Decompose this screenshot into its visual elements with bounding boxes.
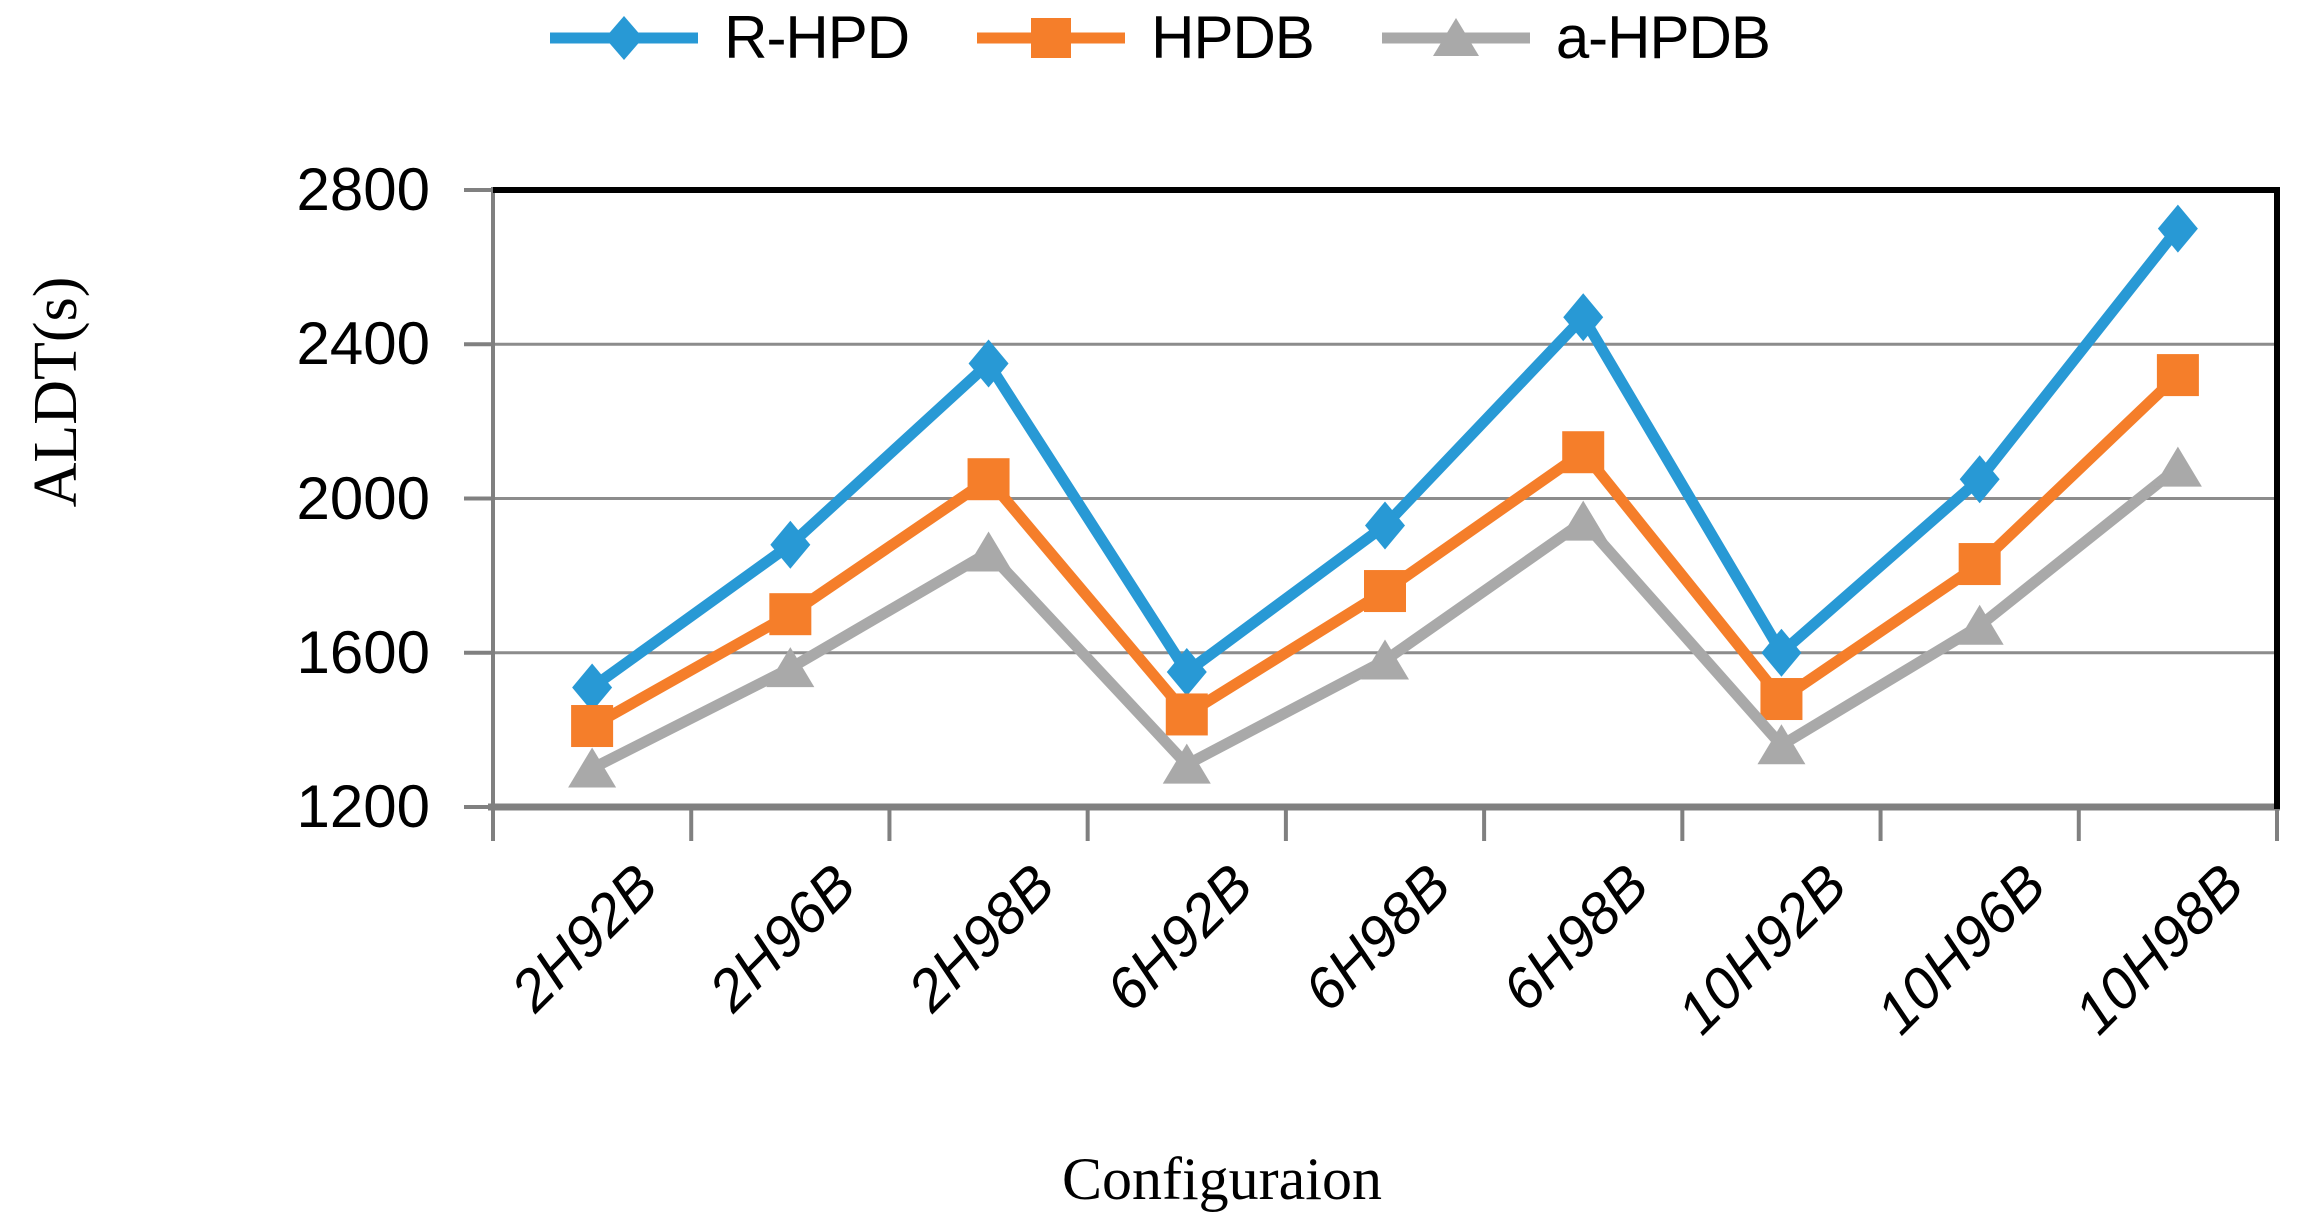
legend-item-R-HPD: R-HPD <box>548 4 910 71</box>
legend-marker <box>1432 18 1479 56</box>
legend-marker <box>605 16 644 60</box>
marker-R-HPD-10H96B <box>1959 455 2000 504</box>
marker-HPDB-10H98B <box>2156 354 2199 397</box>
marker-a-HPDB-6H92B <box>1162 743 1211 784</box>
marker-a-HPDB-10H92B <box>1757 724 1806 765</box>
square-legend-icon <box>977 18 1126 58</box>
triangle-legend-icon <box>1381 18 1530 56</box>
marker-a-HPDB-2H98B <box>964 531 1013 572</box>
series-line-R-HPD <box>588 225 2183 692</box>
diamond-legend-icon <box>550 16 699 60</box>
y-tick-label: 1200 <box>296 773 430 840</box>
y-tick-label: 1600 <box>296 618 430 686</box>
marker-HPDB-6H92B <box>1165 693 1208 736</box>
marker-R-HPD-6H98B <box>1563 293 1604 342</box>
marker-R-HPD-10H92B <box>1761 628 1802 677</box>
marker-HPDB-2H98B <box>967 458 1010 501</box>
marker-HPDB-10H96B <box>1958 543 2001 586</box>
marker-a-HPDB-6H98B <box>1559 500 1608 541</box>
marker-a-HPDB-10H98B <box>2153 446 2202 487</box>
legend-label: a-HPDB <box>1555 4 1771 71</box>
marker-R-HPD-10H98B <box>2157 204 2198 253</box>
x-axis-title: Configuraion <box>1062 1146 1382 1212</box>
legend-item-a-HPDB: a-HPDB <box>1380 4 1771 71</box>
legend-label: HPDB <box>1151 4 1315 71</box>
marker-HPDB-6H98B <box>1364 570 1406 613</box>
marker-R-HPD-6H92B <box>1166 648 1207 697</box>
marker-a-HPDB-2H96B <box>766 647 815 688</box>
marker-a-HPDB-2H92B <box>568 747 617 788</box>
marker-R-HPD-2H98B <box>968 339 1009 388</box>
marker-a-HPDB-6H98B <box>1361 639 1409 680</box>
y-tick-label: 2000 <box>296 464 430 532</box>
legend: R-HPD HPDB a-HPDB <box>0 8 2318 68</box>
legend-label: R-HPD <box>724 4 910 71</box>
marker-R-HPD-6H98B <box>1365 501 1405 550</box>
legend-item-HPDB: HPDB <box>975 4 1315 71</box>
legend-marker <box>1031 18 1072 58</box>
marker-R-HPD-2H92B <box>572 663 613 712</box>
marker-HPDB-2H92B <box>571 705 614 748</box>
marker-a-HPDB-10H96B <box>1955 604 2004 645</box>
y-tick-label: 2400 <box>296 310 430 378</box>
marker-R-HPD-2H96B <box>770 520 811 569</box>
marker-HPDB-2H96B <box>769 593 812 636</box>
marker-HPDB-10H92B <box>1760 678 1803 721</box>
marker-HPDB-6H98B <box>1562 431 1605 474</box>
y-tick-label: 2800 <box>296 156 430 223</box>
